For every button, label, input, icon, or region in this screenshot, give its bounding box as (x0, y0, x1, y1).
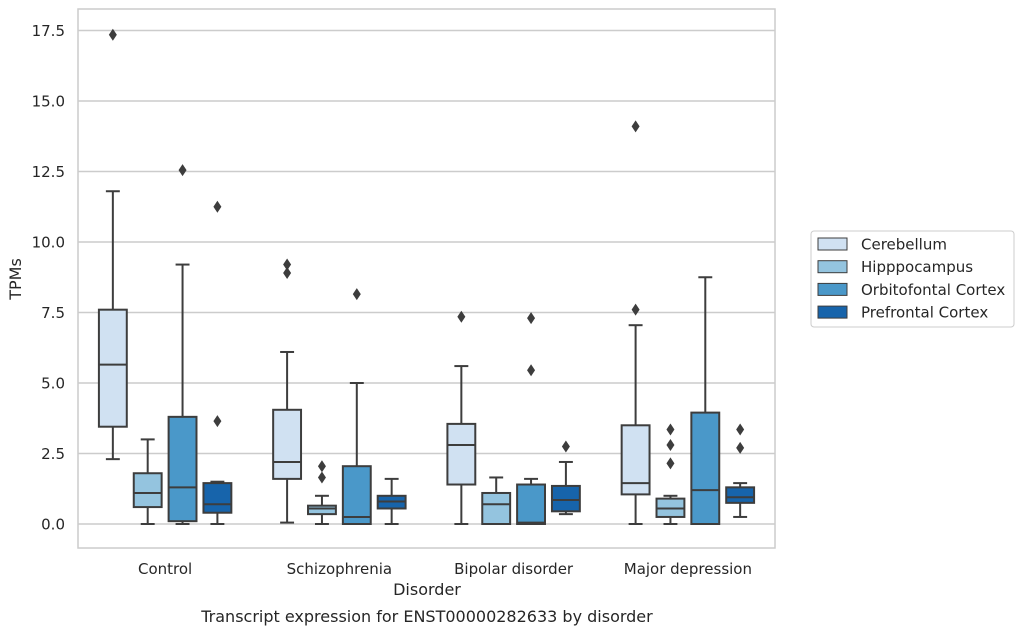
outlier-point (666, 423, 675, 436)
x-axis-ticks: Control Schizophrenia Bipolar disorder Majo… (138, 560, 752, 578)
iqr-box (167, 415, 198, 523)
box-0-1 (272, 258, 303, 524)
iqr-box (341, 465, 372, 526)
plot-frame (77, 8, 776, 549)
y-axis-ticks: 0.0 2.5 5.0 7.5 10.0 12.5 15.0 17.5 (32, 22, 65, 534)
y-tick-label: 0.0 (41, 516, 65, 534)
iqr-box (307, 504, 337, 516)
box-2-2 (516, 312, 546, 525)
box-3-1 (376, 477, 407, 525)
iqr-box (202, 482, 233, 514)
y-tick-label: 2.5 (41, 445, 65, 463)
outlier-point (666, 457, 675, 470)
outlier-point (561, 440, 570, 453)
outlier-point (736, 441, 745, 454)
outlier-point (631, 120, 640, 133)
outlier-point (736, 423, 745, 436)
iqr-box (272, 408, 303, 480)
outlier-point (527, 364, 536, 377)
outlier-point (352, 288, 361, 301)
box-2-1 (341, 288, 372, 526)
legend-swatch (817, 305, 848, 319)
box-0-3 (620, 120, 651, 525)
box-1-0 (132, 438, 163, 525)
box-1-2 (481, 476, 512, 526)
outlier-point (213, 200, 222, 213)
iqr-box (97, 308, 128, 428)
outlier-point (213, 415, 222, 428)
iqr-box (725, 486, 756, 504)
y-axis-label: TPMs (6, 258, 25, 301)
x-tick-label: Bipolar disorder (454, 560, 574, 578)
iqr-box (690, 411, 721, 525)
legend: Cerebellum Hipppocampus Orbitofontal Corte… (810, 230, 1015, 328)
legend-label: Hipppocampus (861, 258, 973, 276)
outlier-point (317, 471, 326, 484)
legend-swatch (817, 260, 848, 274)
boxes (97, 28, 756, 526)
box-0-0 (97, 28, 128, 461)
outlier-point (108, 28, 117, 41)
outlier-point (666, 439, 675, 452)
iqr-box (481, 491, 512, 526)
iqr-box (132, 472, 163, 509)
legend-swatch (817, 282, 848, 296)
iqr-box (550, 484, 581, 513)
outlier-point (317, 460, 326, 473)
x-tick-label: Schizophrenia (287, 560, 392, 578)
outlier-point (631, 303, 640, 316)
outlier-point (527, 312, 536, 325)
box-3-3 (725, 423, 756, 518)
y-tick-label: 17.5 (32, 22, 65, 40)
legend-frame (810, 230, 1015, 328)
legend-label: Prefrontal Cortex (861, 304, 988, 322)
iqr-box (516, 483, 546, 525)
y-tick-label: 7.5 (41, 304, 65, 322)
outlier-point (178, 164, 187, 177)
box-3-2 (550, 440, 581, 516)
x-tick-label: Control (138, 560, 192, 578)
x-tick-label: Major depression (624, 560, 752, 578)
outlier-point (457, 310, 466, 323)
legend-swatch (817, 237, 848, 251)
box-2-0 (167, 164, 198, 525)
y-tick-label: 15.0 (32, 93, 65, 111)
y-tick-label: 12.5 (32, 163, 65, 181)
box-1-1 (307, 460, 337, 525)
box-2-3 (690, 276, 721, 525)
y-tick-label: 10.0 (32, 234, 65, 252)
outlier-point (283, 258, 292, 271)
box-0-2 (446, 310, 477, 525)
iqr-box (446, 422, 477, 486)
box-3-0 (202, 200, 233, 525)
box-1-3 (655, 423, 686, 525)
outlier-point (283, 267, 292, 280)
y-tick-label: 5.0 (41, 375, 65, 393)
legend-label: Orbitofontal Cortex (861, 281, 1005, 299)
chart-caption: Transcript expression for ENST0000028263… (200, 607, 653, 626)
legend-label: Cerebellum (861, 236, 947, 254)
x-axis-label: Disorder (393, 580, 461, 599)
